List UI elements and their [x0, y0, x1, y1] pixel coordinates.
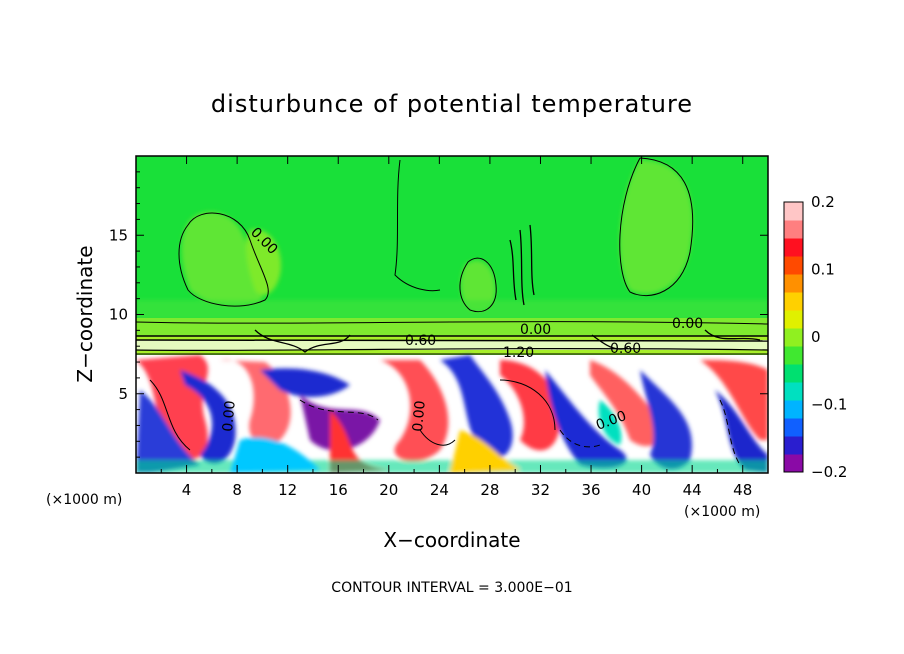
x-tick-label: 4	[182, 481, 192, 499]
x-tick-label: 20	[379, 481, 398, 499]
contour-interval-note: CONTOUR INTERVAL = 3.000E−01	[331, 580, 572, 596]
colorbar-swatch	[784, 346, 803, 365]
colorbar-swatch	[784, 202, 803, 221]
colorbar-swatch	[784, 256, 803, 275]
colorbar-tick-label: −0.2	[811, 463, 847, 481]
x-tick-label: 32	[531, 481, 550, 499]
colorbar-swatch	[784, 274, 803, 293]
colorbar-swatch	[784, 310, 803, 329]
chart-title: disturbunce of potential temperature	[211, 90, 693, 118]
colorbar-swatch	[784, 220, 803, 239]
turbulent-eddies	[136, 355, 768, 473]
x-axis-label: X−coordinate	[383, 528, 520, 552]
y-tick-label: 10	[109, 306, 128, 324]
colorbar-swatch	[784, 436, 803, 455]
x-axis: 4 8 12 16 20 24 28 32 36 40 44 48	[160, 156, 752, 499]
x-tick-label: 12	[278, 481, 297, 499]
colorbar-swatch	[784, 364, 803, 383]
colorbar-swatch	[784, 454, 803, 473]
contour-label-group: 0.00 0.60 1.20 0.00 0.60 0.00 0.00 0.00 …	[220, 225, 703, 434]
colorbar-swatch	[784, 292, 803, 311]
y-axis: 5 10 15	[109, 171, 768, 458]
x-tick-label: 16	[329, 481, 348, 499]
y-axis-label: Z−coordinate	[73, 245, 97, 382]
colorbar-tick-label: 0.1	[811, 261, 835, 279]
x-tick-label: 8	[232, 481, 242, 499]
x-unit-label: (×1000 m)	[684, 504, 760, 520]
contour-label: 1.20	[503, 345, 534, 361]
y-tick-label: 5	[118, 385, 128, 403]
x-tick-label: 40	[632, 481, 651, 499]
contour-label: 0.00	[520, 322, 551, 338]
upper-layer-patches	[136, 160, 768, 320]
contour-label: 0.60	[610, 341, 641, 357]
x-tick-label: 48	[733, 481, 752, 499]
x-tick-label: 28	[480, 481, 499, 499]
colorbar-swatch	[784, 382, 803, 401]
x-tick-label: 24	[430, 481, 449, 499]
colorbar-tick-label: 0.2	[811, 193, 835, 211]
colorbar-swatch	[784, 418, 803, 437]
contour-label: 0.00	[220, 400, 239, 432]
colorbar-tick-label: 0	[811, 328, 821, 346]
y-tick-label: 15	[109, 226, 128, 244]
contour-lines	[136, 157, 768, 466]
contour-label: 0.00	[410, 400, 429, 432]
colorbar-swatch	[784, 400, 803, 419]
contour-label: 0.00	[672, 316, 703, 332]
contour-label: 0.60	[405, 333, 436, 349]
colorbar-ticks: 0.2 0.1 0 −0.1 −0.2	[811, 193, 847, 481]
z-unit-label: (×1000 m)	[46, 492, 122, 508]
x-tick-label: 44	[683, 481, 702, 499]
plot-area: 0.00 0.60 1.20 0.00 0.60 0.00 0.00 0.00 …	[136, 156, 768, 473]
colorbar-tick-label: −0.1	[811, 396, 847, 414]
colorbar-frame	[783, 201, 804, 473]
colorbar	[784, 202, 803, 473]
x-tick-label: 36	[581, 481, 600, 499]
colorbar-swatch	[784, 328, 803, 347]
colorbar-swatch	[784, 238, 803, 257]
